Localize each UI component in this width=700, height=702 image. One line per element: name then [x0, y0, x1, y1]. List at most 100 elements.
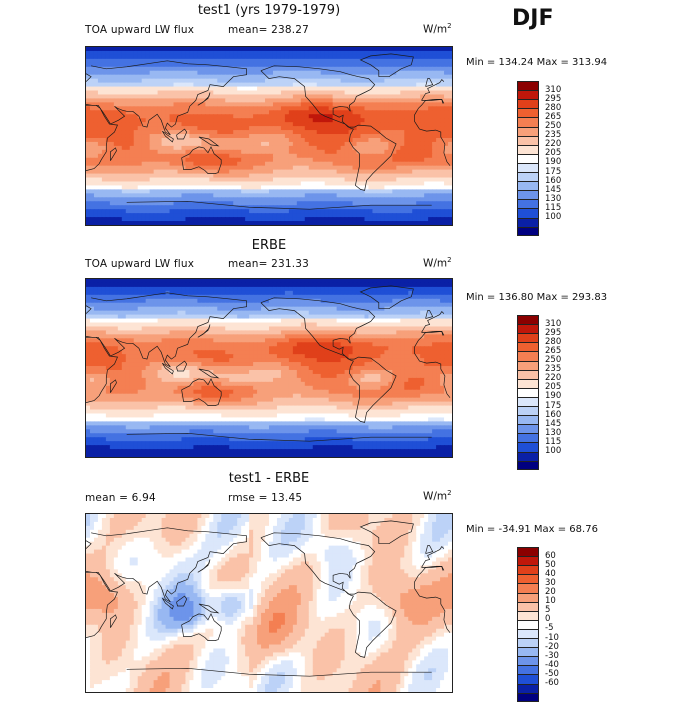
panel-3-colorbar	[517, 547, 539, 702]
colorbar-cell	[517, 601, 539, 612]
colorbar-tick-label: 220	[545, 373, 562, 384]
colorbar-cell	[517, 574, 539, 584]
panel-1-colorbar	[517, 81, 539, 237]
colorbar-tick-label: 50	[545, 559, 556, 570]
panel-3-title: test1 - ERBE	[228, 471, 310, 486]
colorbar-cell	[517, 153, 539, 164]
colorbar-tick-label: 235	[545, 130, 562, 141]
colorbar-tick-label: 250	[545, 355, 562, 365]
colorbar-tick-label: 30	[545, 577, 556, 588]
coastlines	[86, 53, 451, 210]
colorbar-tick-label: 205	[545, 382, 562, 393]
colorbar-cell	[517, 162, 539, 173]
panel-1-units: W/m2	[423, 22, 452, 36]
colorbar-cell	[517, 683, 539, 694]
colorbar-tick-label: 20	[545, 587, 556, 597]
colorbar-frame	[517, 315, 539, 470]
colorbar-cell	[517, 665, 539, 675]
colorbar-tick-label: -5	[545, 623, 554, 634]
colorbar-tick-label: 0	[545, 614, 551, 625]
panel-1-minmax: Min = 134.24 Max = 313.94	[466, 57, 608, 68]
colorbar-tick-label: 280	[545, 336, 562, 347]
panel-2-mean-label: mean= 231.33	[228, 258, 310, 270]
colorbar-tick-label: 60	[545, 550, 556, 561]
colorbar-tick-label: 175	[545, 166, 562, 177]
panel-2-colorbar	[517, 315, 539, 471]
panel-3-units: W/m2	[423, 489, 452, 503]
colorbar-frame	[517, 81, 539, 236]
colorbar-tick-label: 160	[545, 409, 562, 420]
panel-2-minmax: Min = 136.80 Max = 293.83	[466, 292, 608, 303]
colorbar-cell	[517, 628, 539, 639]
colorbar-cell	[517, 396, 539, 407]
colorbar-tick-label: 130	[545, 427, 562, 438]
colorbar-cell	[517, 656, 539, 666]
coastlines	[86, 285, 451, 442]
colorbar-cell	[517, 415, 539, 425]
colorbar-cell	[517, 565, 539, 575]
colorbar-tick-label: 265	[545, 111, 562, 122]
colorbar-cell	[517, 592, 539, 603]
colorbar-tick-label: -40	[545, 659, 559, 670]
colorbar-cell	[517, 378, 539, 389]
colorbar-tick-label: 310	[545, 84, 562, 95]
colorbar-tick-label: 115	[545, 202, 562, 213]
colorbar-cell	[517, 433, 539, 443]
colorbar-cell	[517, 190, 539, 200]
colorbar-cell	[517, 226, 539, 237]
colorbar-tick-label: -30	[545, 650, 559, 661]
panel-3-rmse-label: rmse = 13.45	[228, 492, 303, 504]
colorbar-cell	[517, 90, 539, 100]
panel-3-mean-label: mean = 6.94	[85, 492, 156, 504]
panel-1-title: test1 (yrs 1979-1979)	[197, 3, 341, 18]
colorbar-cell	[517, 647, 539, 657]
colorbar-cell	[517, 324, 539, 334]
colorbar-tick-label: 175	[545, 400, 562, 411]
colorbar-tick-label: 295	[545, 93, 562, 104]
panel-2-map	[85, 278, 453, 458]
panel-3-minmax: Min = -34.91 Max = 68.76	[466, 524, 598, 535]
colorbar-tick-label: 5	[545, 605, 551, 616]
colorbar-tick-label: 220	[545, 139, 562, 150]
colorbar-cell	[517, 181, 539, 191]
colorbar-cell	[517, 610, 539, 621]
colorbar-cell	[517, 692, 539, 702]
colorbar-tick-label: -60	[545, 678, 559, 688]
colorbar-cell	[517, 556, 539, 566]
colorbar-cell	[517, 638, 539, 648]
colorbar-cell	[517, 369, 539, 380]
colorbar-tick-label: 250	[545, 121, 562, 131]
colorbar-cell	[517, 342, 539, 352]
colorbar-frame	[517, 547, 539, 702]
colorbar-tick-label: 310	[545, 318, 562, 329]
panel-2-units: W/m2	[423, 256, 452, 270]
colorbar-cell	[517, 387, 539, 398]
colorbar-tick-label: -20	[545, 641, 559, 652]
colorbar-cell	[517, 135, 539, 146]
colorbar-tick-label: -50	[545, 668, 559, 679]
colorbar-tick-label: 40	[545, 568, 556, 579]
colorbar-tick-label: 100	[545, 212, 562, 222]
colorbar-cell	[517, 460, 539, 471]
field-cells	[86, 514, 452, 692]
colorbar-tick-label: 10	[545, 596, 556, 607]
panel-2-title: ERBE	[251, 238, 287, 253]
colorbar-cell	[517, 451, 539, 462]
panel-3-map	[85, 513, 453, 693]
colorbar-tick-label: 160	[545, 175, 562, 186]
colorbar-cell	[517, 99, 539, 109]
colorbar-cell	[517, 108, 539, 118]
coastlines	[86, 520, 451, 677]
colorbar-tick-label: 145	[545, 418, 562, 429]
panel-1-mean-label: mean= 238.27	[228, 24, 310, 36]
colorbar-tick-label: 205	[545, 148, 562, 159]
colorbar-cell	[517, 583, 539, 593]
colorbar-tick-label: 280	[545, 102, 562, 113]
colorbar-tick-label: 295	[545, 327, 562, 338]
panel-2-variable-label: TOA upward LW flux	[85, 258, 195, 270]
colorbar-tick-label: 265	[545, 345, 562, 356]
colorbar-cell	[517, 208, 539, 218]
colorbar-cell	[517, 172, 539, 182]
colorbar-tick-label: 235	[545, 364, 562, 375]
colorbar-cell	[517, 117, 539, 127]
